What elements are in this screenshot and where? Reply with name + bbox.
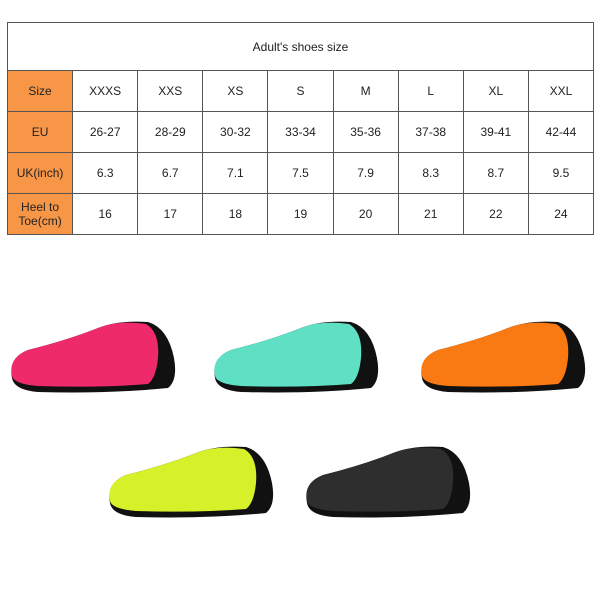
table-cell: 16	[72, 193, 139, 235]
table-cell: 42-44	[527, 111, 595, 153]
table-cell: 24	[527, 193, 595, 235]
table-cell: S	[267, 70, 334, 112]
table-cell: 8.3	[397, 152, 464, 194]
table-row: UK(inch) 6.3 6.7 7.1 7.5 7.9 8.3 8.7 9.5	[6, 152, 595, 194]
row-label: EU	[6, 111, 74, 153]
table-title: Adult's shoes size	[7, 22, 594, 71]
table-cell: 28-29	[137, 111, 204, 153]
table-cell: XS	[202, 70, 269, 112]
table-cell: 7.1	[202, 152, 269, 194]
table-cell: 19	[267, 193, 334, 235]
shoe-pink	[8, 318, 180, 399]
size-chart-table: Adult's shoes size Size XXXS XXS XS S M L XL XXL…	[6, 22, 595, 235]
table-row: EU 26-27 28-29 30-32 33-34 35-36 37-38 39-41 42-…	[6, 111, 595, 153]
table-cell: 21	[397, 193, 464, 235]
table-cell: 37-38	[397, 111, 464, 153]
table-cell: M	[332, 70, 399, 112]
table-cell: 26-27	[72, 111, 139, 153]
table-cell: 6.7	[137, 152, 204, 194]
table-cell: 33-34	[267, 111, 334, 153]
shoe-orange	[418, 318, 590, 399]
table-row: Size XXXS XXS XS S M L XL XXL	[6, 70, 595, 112]
table-row: Heel to Toe(cm) 16 17 18 19 20 21 22 24	[6, 193, 595, 235]
table-cell: 7.5	[267, 152, 334, 194]
table-cell: 17	[137, 193, 204, 235]
table-cell: XXS	[137, 70, 204, 112]
table-cell: 35-36	[332, 111, 399, 153]
table-cell: 6.3	[72, 152, 139, 194]
table-cell: XXL	[527, 70, 595, 112]
table-cell: 22	[462, 193, 529, 235]
row-label: UK(inch)	[6, 152, 74, 194]
table-cell: XL	[462, 70, 529, 112]
shoe-teal	[211, 318, 383, 399]
table-cell: 30-32	[202, 111, 269, 153]
table-cell: 39-41	[462, 111, 529, 153]
shoe-lime	[106, 443, 278, 524]
table-cell: 20	[332, 193, 399, 235]
shoe-black	[303, 443, 475, 524]
table-cell: XXXS	[72, 70, 139, 112]
table-cell: 18	[202, 193, 269, 235]
row-label: Size	[6, 70, 74, 112]
table-cell: 7.9	[332, 152, 399, 194]
table-cell: 8.7	[462, 152, 529, 194]
table-cell: 9.5	[527, 152, 595, 194]
row-label: Heel to Toe(cm)	[6, 193, 74, 235]
table-cell: L	[397, 70, 464, 112]
